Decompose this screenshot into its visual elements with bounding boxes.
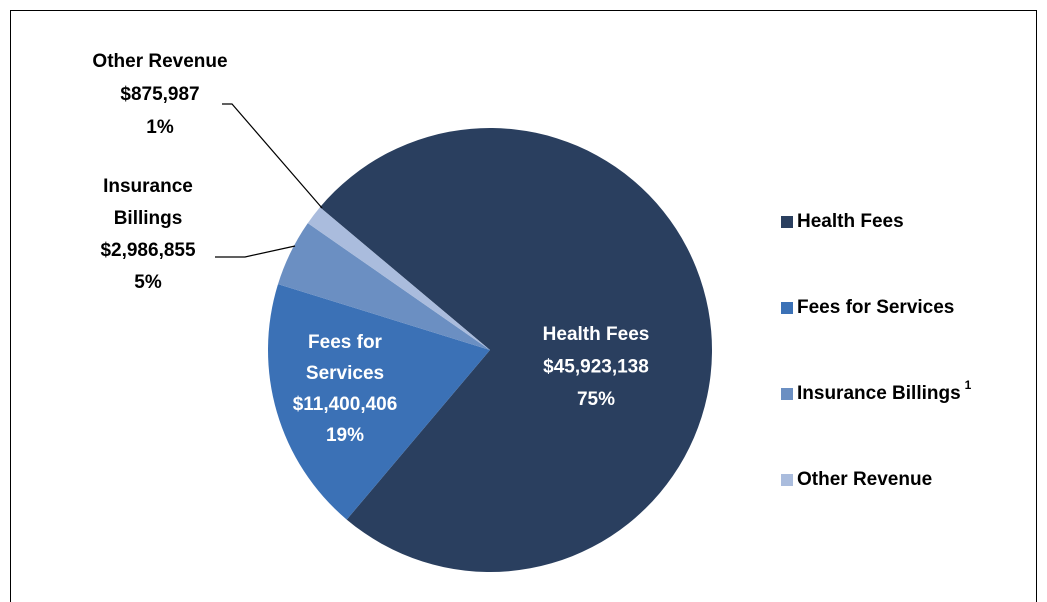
legend-label: Insurance Billings 1 xyxy=(797,378,972,404)
legend-text: Fees for Services xyxy=(797,297,954,318)
percent-label: 75% xyxy=(577,389,615,410)
pie-slice xyxy=(319,128,712,573)
slice-label: Insurance xyxy=(103,176,193,197)
percent-label: 5% xyxy=(134,272,162,293)
legend-label: Health Fees xyxy=(797,211,904,232)
percent-label: 19% xyxy=(326,425,364,446)
value-label: $875,987 xyxy=(120,84,199,105)
legend-text: Other Revenue xyxy=(797,469,932,490)
legend-swatch xyxy=(781,216,793,228)
legend-text: Health Fees xyxy=(797,211,904,232)
slice-label: Other Revenue xyxy=(92,51,227,72)
legend-label: Other Revenue xyxy=(797,469,932,490)
legend-swatch xyxy=(781,388,793,400)
legend-text: Insurance Billings xyxy=(797,383,961,404)
leader-line xyxy=(222,103,323,209)
slice-label: Billings xyxy=(114,208,183,229)
pie-slice xyxy=(278,223,490,350)
frame xyxy=(10,10,1037,602)
legend-swatch xyxy=(781,302,793,314)
pie-slice xyxy=(307,207,490,350)
value-label: $45,923,138 xyxy=(543,357,649,378)
value-label: $11,400,406 xyxy=(293,394,398,415)
legend-label: Fees for Services xyxy=(797,297,954,318)
slice-label: Health Fees xyxy=(543,324,650,345)
pie-slice xyxy=(268,284,490,520)
percent-label: 1% xyxy=(146,117,174,138)
slice-label: Fees for xyxy=(308,332,383,353)
leader-line xyxy=(215,245,296,258)
legend-swatch xyxy=(781,474,793,486)
slice-label: Services xyxy=(306,363,384,384)
legend-superscript: 1 xyxy=(965,378,972,392)
value-label: $2,986,855 xyxy=(100,240,196,261)
